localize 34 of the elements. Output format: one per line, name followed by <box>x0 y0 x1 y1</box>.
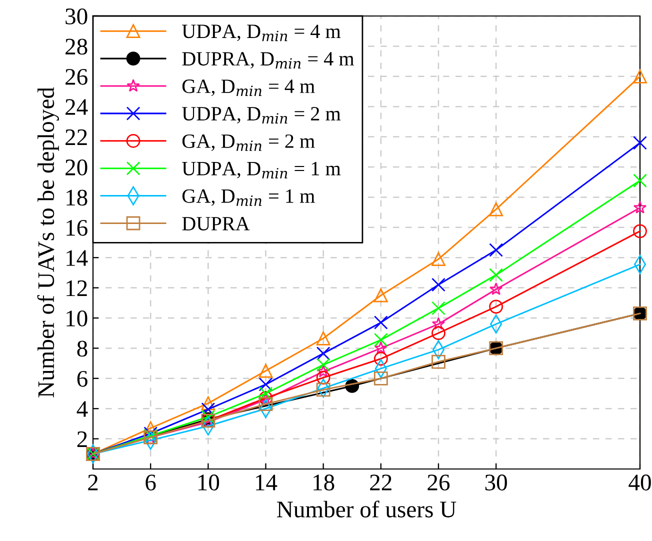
y-tick-label: 26 <box>66 68 88 85</box>
x-tick-label: 6 <box>146 474 156 490</box>
x-tick-label: 14 <box>256 474 278 490</box>
x-tick-label: 30 <box>485 474 507 490</box>
x-tick-label: 22 <box>370 474 392 490</box>
legend-label: UDPA, D$_{min}$ = 2 m <box>182 107 341 124</box>
legend-label: GA, D$_{min}$ = 1 m <box>182 189 315 206</box>
x-axis-title: Number of users U <box>277 500 456 518</box>
y-tick-label: 14 <box>66 250 88 266</box>
legend-label: UDPA, D$_{min}$ = 4 m <box>182 24 341 42</box>
x-tick-label: 26 <box>428 474 450 490</box>
y-tick-label: 12 <box>66 280 87 296</box>
y-tick-label: 10 <box>66 310 88 326</box>
legend-label: DUPRA <box>182 217 250 230</box>
y-tick-label: 16 <box>66 220 88 236</box>
y-tick-label: 4 <box>76 401 88 417</box>
x-tick-label: 2 <box>88 474 98 490</box>
x-tick-label: 40 <box>628 474 651 490</box>
x-tick-label: 10 <box>198 474 220 490</box>
y-tick-label: 8 <box>77 340 88 357</box>
x-tick-label: 18 <box>314 474 334 490</box>
y-tick-label: 6 <box>77 370 88 387</box>
y-tick-label: 22 <box>66 129 87 145</box>
y-axis-title: Number of UAVs to be deployed <box>37 87 59 398</box>
legend-label: UDPA, D$_{min}$ = 1 m <box>182 162 341 178</box>
legend-label: GA, D$_{min}$ = 4 m <box>182 80 315 96</box>
y-tick-label: 30 <box>66 8 88 24</box>
legend-label: DUPRA, D$_{min}$ = 4 m <box>182 52 354 69</box>
legend-label: GA, D$_{min}$ = 2 m <box>182 134 315 151</box>
y-tick-label: 20 <box>66 159 88 176</box>
y-tick-label: 18 <box>66 190 88 206</box>
y-tick-label: 24 <box>66 99 88 115</box>
y-tick-label: 28 <box>66 38 88 55</box>
y-tick-label: 2 <box>77 431 87 447</box>
